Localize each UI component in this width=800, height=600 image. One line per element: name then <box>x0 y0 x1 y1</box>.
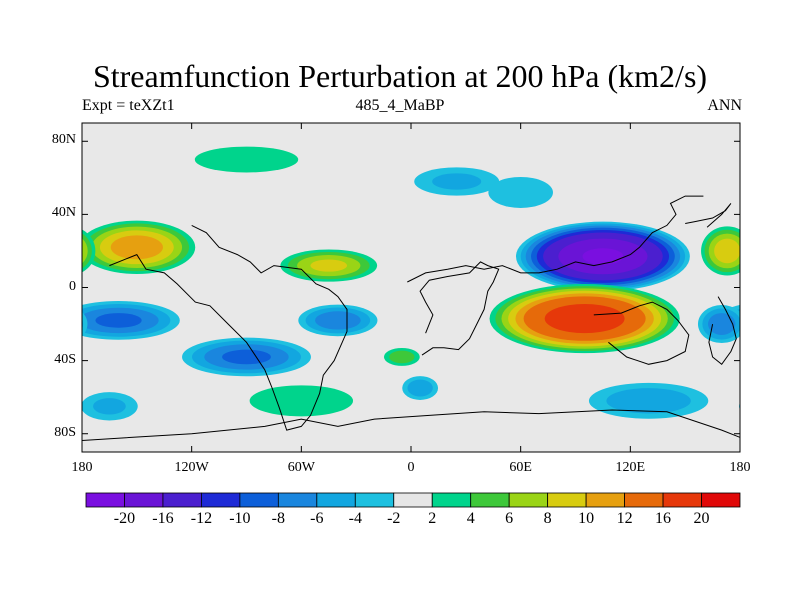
colorbar-swatch <box>431 492 472 508</box>
contour-fill <box>194 146 299 173</box>
colorbar-swatch <box>124 492 164 508</box>
pressure-center <box>588 382 709 419</box>
lon-label: 120W <box>174 460 209 475</box>
pressure-center <box>402 376 439 400</box>
colorbar-label: 16 <box>655 510 672 527</box>
pressure-center <box>82 220 740 274</box>
colorbar-label: -8 <box>271 510 285 527</box>
lat-label: 80N <box>51 132 76 148</box>
lat-label: 0 <box>69 278 76 294</box>
lon-label: 120E <box>615 460 646 475</box>
contour-fill <box>544 304 625 334</box>
lat-label: 80S <box>54 424 76 440</box>
colorbar-label: -2 <box>387 510 401 527</box>
colorbar-label: -6 <box>310 510 324 527</box>
contour-fill <box>95 313 142 328</box>
colorbar-label: -10 <box>229 510 251 527</box>
colorbar-label: 12 <box>616 510 633 527</box>
lon-label: 180 <box>71 460 93 475</box>
pressure-center <box>280 249 378 282</box>
contour-fill <box>407 379 433 397</box>
contour-fill <box>582 248 624 265</box>
colorbar-swatch <box>585 492 625 508</box>
coastline <box>82 409 740 441</box>
contour-fill <box>249 385 354 417</box>
coastline <box>685 203 732 228</box>
contour-fill <box>432 173 482 190</box>
contour-fill <box>82 248 83 254</box>
contour-fill <box>315 311 361 330</box>
pressure-center <box>298 304 378 337</box>
experiment-label: Expt = teXZt1 <box>82 97 175 114</box>
colorbar-label: 10 <box>578 510 595 527</box>
pressure-center <box>515 221 690 292</box>
contour-fill <box>714 238 740 264</box>
pressure-center <box>249 385 354 417</box>
colorbar-label: 6 <box>505 510 514 527</box>
contour-fill <box>389 350 415 364</box>
colorbar-swatch <box>277 492 318 508</box>
colorbar-label: -16 <box>152 510 174 527</box>
lon-label: 60E <box>509 460 532 475</box>
colorbar-swatch <box>701 492 741 508</box>
pressure-center <box>489 283 680 354</box>
coastline <box>109 224 348 431</box>
lat-label: 40N <box>51 205 76 221</box>
colorbar-label: 8 <box>543 510 552 527</box>
colorbar-swatch <box>624 492 664 508</box>
chart-title: Streamfunction Perturbation at 200 hPa (… <box>92 58 708 94</box>
contour-fill <box>82 238 88 264</box>
colorbar-label: 4 <box>466 510 475 527</box>
colorbar-swatch <box>354 492 395 508</box>
colorbar-label: -20 <box>113 510 136 527</box>
pressure-center <box>182 337 311 377</box>
season-label: ANN <box>707 97 742 114</box>
colorbar-label: 2 <box>428 510 437 527</box>
contour-fill <box>82 311 88 337</box>
contour-fill <box>110 235 163 260</box>
lon-label: 0 <box>407 460 415 475</box>
coastline <box>708 296 737 366</box>
coastline <box>419 261 500 356</box>
contour-fill <box>739 402 740 410</box>
colorbar-swatch <box>662 492 702 508</box>
colorbar-label: -12 <box>190 510 213 527</box>
contour-fill <box>736 315 740 326</box>
contour-fill <box>606 388 691 414</box>
pressure-center <box>414 167 500 196</box>
contour-fill <box>222 349 271 365</box>
lon-label: 60W <box>287 460 315 475</box>
colorbar-swatch <box>547 492 587 508</box>
contour-fill <box>310 259 348 272</box>
contour-fill <box>93 398 126 415</box>
pressure-center <box>383 348 420 366</box>
contour-fill <box>488 176 553 208</box>
coastline <box>593 301 690 365</box>
colorbar-swatch <box>162 492 202 508</box>
colorbar-swatch <box>239 492 279 508</box>
colorbar-label: 20 <box>693 510 710 527</box>
contour-fill <box>82 318 84 330</box>
lon-label: 180 <box>729 460 751 475</box>
colorbar-swatch <box>85 492 125 508</box>
pressure-center <box>82 392 740 421</box>
pressure-center <box>488 176 553 208</box>
colorbar-swatch <box>508 492 549 508</box>
contour-fill <box>736 238 740 257</box>
lat-label: 40S <box>54 351 76 367</box>
colorbar-swatch <box>316 492 356 508</box>
contour-fill <box>708 313 736 336</box>
colorbar-swatch <box>470 492 510 508</box>
pressure-center <box>82 226 740 276</box>
pressure-center <box>194 146 299 173</box>
colorbar-label: -4 <box>348 510 362 527</box>
colorbar-swatch <box>201 492 241 508</box>
pressure-center <box>82 305 740 344</box>
coastline <box>407 195 704 283</box>
case-label: 485_4_MaBP <box>355 97 445 114</box>
colorbar-swatch <box>393 492 433 508</box>
